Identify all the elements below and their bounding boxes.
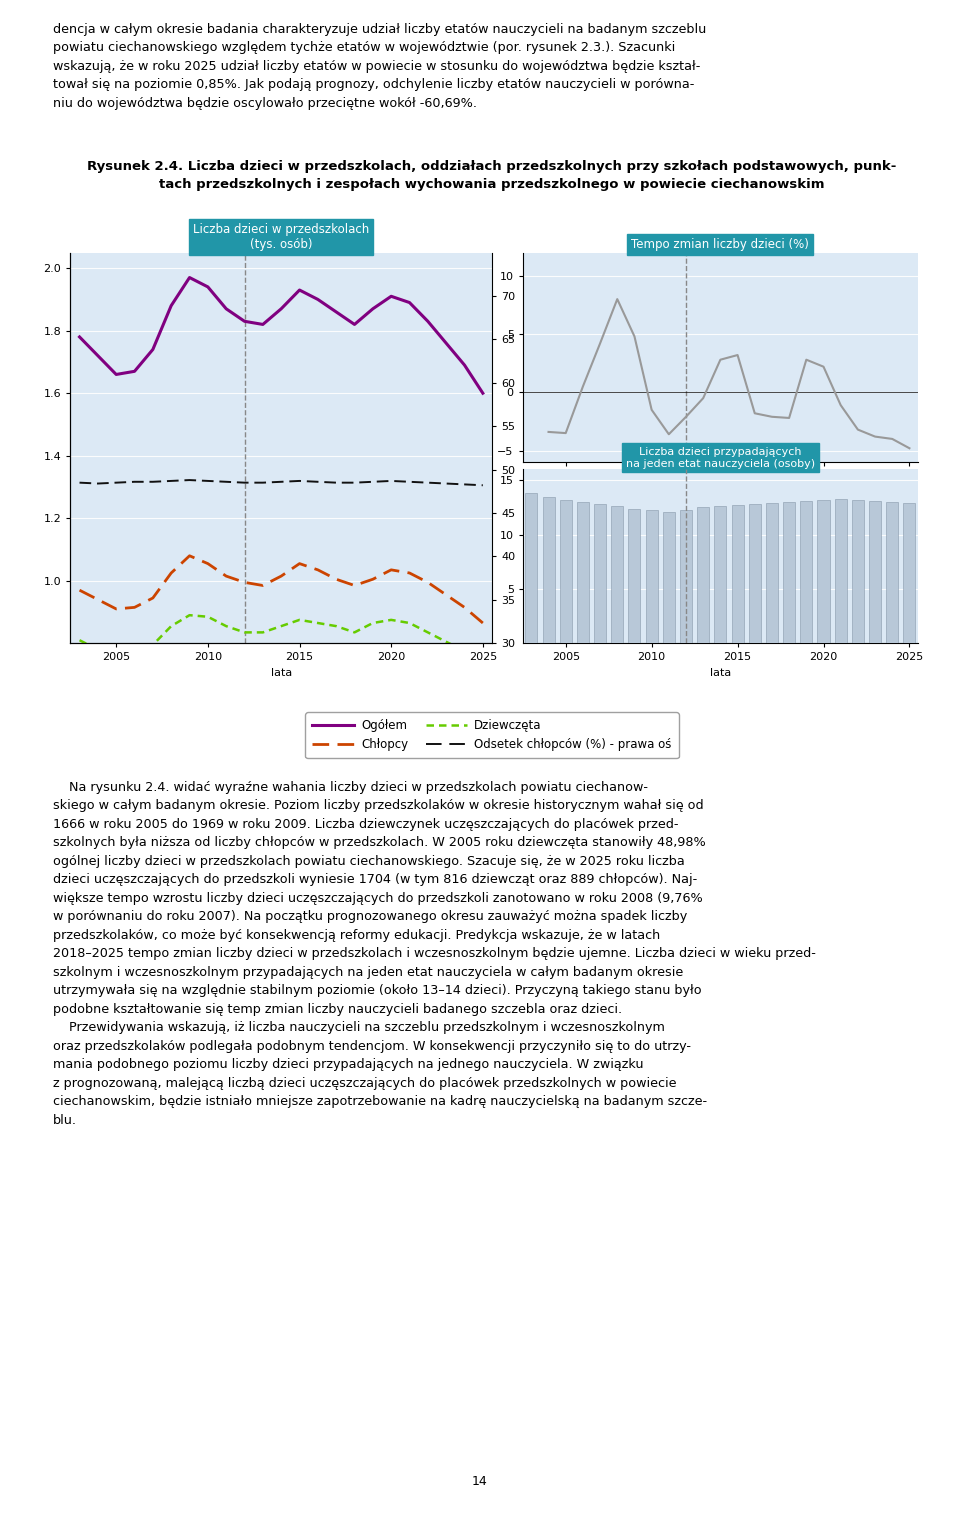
Bar <box>732 505 744 643</box>
Title: Tempo zmian liczby dzieci (%): Tempo zmian liczby dzieci (%) <box>632 239 809 251</box>
Legend: Ogółem, Chłopcy, Dziewczęta, Odsetek chłopców (%) - prawa oś: Ogółem, Chłopcy, Dziewczęta, Odsetek chł… <box>305 713 679 758</box>
Bar <box>542 496 555 643</box>
Bar <box>714 507 727 643</box>
Bar <box>886 502 899 643</box>
Bar <box>749 504 760 643</box>
Text: 14: 14 <box>472 1475 488 1489</box>
Bar <box>629 508 640 643</box>
Bar <box>612 507 623 643</box>
Bar <box>560 499 572 643</box>
Bar <box>662 511 675 643</box>
Bar <box>697 507 709 643</box>
Bar <box>680 510 692 643</box>
Bar <box>783 502 795 643</box>
Title: Liczba dzieci przypadających
na jeden etat nauczyciela (osoby): Liczba dzieci przypadających na jeden et… <box>626 446 815 469</box>
Bar <box>818 499 829 643</box>
Bar <box>903 504 916 643</box>
Bar <box>801 501 812 643</box>
X-axis label: lata: lata <box>709 667 731 678</box>
Bar <box>869 501 881 643</box>
Bar <box>646 510 658 643</box>
Bar <box>577 502 588 643</box>
Bar <box>834 499 847 643</box>
X-axis label: lata: lata <box>271 667 292 678</box>
Text: Na rysunku 2.4. widać wyraźne wahania liczby dzieci w przedszkolach powiatu ciec: Na rysunku 2.4. widać wyraźne wahania li… <box>53 781 816 1127</box>
Bar <box>852 499 864 643</box>
Title: Liczba dzieci w przedszkolach
(tys. osób): Liczba dzieci w przedszkolach (tys. osób… <box>193 224 370 251</box>
Bar <box>766 504 778 643</box>
Bar <box>525 493 538 643</box>
Text: dencja w całym okresie badania charakteryzuje udział liczby etatów nauczycieli n: dencja w całym okresie badania charakter… <box>53 23 706 110</box>
Bar <box>594 504 606 643</box>
Text: Rysunek 2.4. Liczba dzieci w przedszkolach, oddziałach przedszkolnych przy szkoł: Rysunek 2.4. Liczba dzieci w przedszkola… <box>87 160 897 191</box>
